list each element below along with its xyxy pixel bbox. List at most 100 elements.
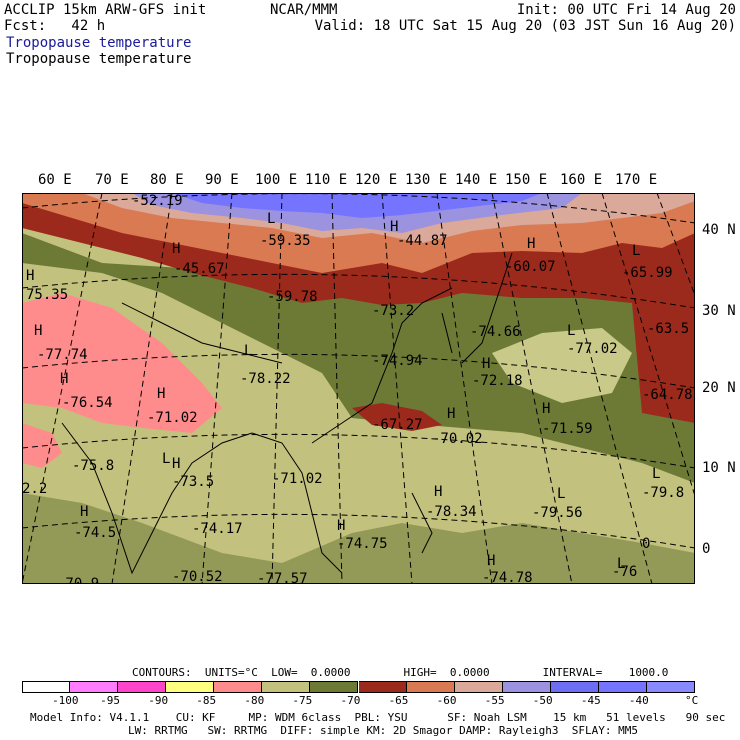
graticule-80e — [111, 193, 173, 584]
graticule-160e — [601, 193, 695, 498]
extremum-label: H — [60, 371, 68, 387]
extremum-label: -74.94 — [372, 353, 423, 369]
color-scale-tick: -95 — [100, 694, 121, 707]
graticule-0 — [22, 513, 695, 549]
extremum-label: -74.17 — [192, 521, 243, 537]
extremum-label: -70.02 — [432, 431, 483, 447]
graticule-100e — [271, 193, 283, 584]
model-info-line1: Model Info: V4.1.1 CU: KF MP: WDM 6class… — [30, 711, 726, 724]
red-patch-right — [352, 403, 442, 431]
extremum-label: -73.2 — [372, 303, 414, 319]
color-scale-tick: °C — [685, 694, 699, 707]
extremum-label: H — [542, 401, 550, 417]
extremum-label: -77.57 — [257, 571, 308, 584]
graticule-90e — [201, 193, 233, 584]
pink-region-west — [22, 293, 222, 433]
extremum-label: L — [557, 486, 565, 502]
extremum-label: H — [157, 386, 165, 402]
extremum-label: -67.27 — [372, 417, 423, 433]
lon-label: 90 E — [205, 172, 239, 188]
color-scale-tick: -75 — [292, 694, 313, 707]
color-scale-tick: -80 — [244, 694, 265, 707]
center-label: NCAR/MMM — [270, 2, 338, 18]
extremum-label: -59.78 — [267, 289, 318, 305]
lon-label: 150 E — [505, 172, 548, 188]
lon-label: 100 E — [255, 172, 298, 188]
lon-label: 70 E — [95, 172, 129, 188]
coastline-indochina — [251, 432, 343, 574]
map-frame — [22, 193, 695, 584]
extrema-labels: -52.19L-59.35H-44.87H-45.67-59.78H-60.07… — [22, 193, 693, 584]
color-scale-swatch — [502, 681, 551, 693]
color-scale-swatch — [406, 681, 455, 693]
extremum-label: H — [80, 504, 88, 520]
extremum-label: -63.5 — [647, 321, 689, 337]
color-scale-swatch — [310, 681, 359, 693]
extremum-label: -60.07 — [505, 259, 556, 275]
blue-region — [172, 193, 542, 218]
extremum-label: -72.18 — [472, 373, 523, 389]
color-scale-tick: -50 — [532, 694, 553, 707]
extremum-label: H — [337, 518, 345, 534]
color-scale-tick: -100 — [52, 694, 79, 707]
extremum-label: H — [26, 268, 34, 284]
color-scale-tick: -85 — [196, 694, 217, 707]
extremum-label: -79.8 — [642, 485, 684, 501]
color-scale-swatch — [22, 681, 71, 693]
color-scale-swatch — [118, 681, 167, 693]
coastline-japan — [461, 252, 513, 364]
color-scale-tick: -60 — [436, 694, 457, 707]
color-scale-tick: -70 — [340, 694, 361, 707]
color-scale-bar — [22, 681, 695, 693]
graticule-70e — [22, 193, 103, 584]
color-scale-swatch — [646, 681, 695, 693]
lon-label: 160 E — [560, 172, 603, 188]
color-scale-tick: -55 — [484, 694, 505, 707]
init-time: Init: 00 UTC Fri 14 Aug 20 — [516, 2, 736, 18]
extremum-label: -75.8 — [72, 458, 114, 474]
graticule-20n — [22, 353, 695, 389]
model-title: ACCLIP 15km ARW-GFS init — [4, 2, 207, 18]
border-himalaya — [121, 302, 283, 364]
graticule-150e — [546, 193, 653, 584]
field-title: Tropopause temperature — [6, 51, 192, 67]
extremum-label: -73.5 — [172, 474, 214, 490]
extremum-label: -70.9 — [57, 576, 99, 584]
extremum-label: -77.02 — [567, 341, 618, 357]
extremum-label: -76.54 — [62, 395, 113, 411]
extremum-label: H — [390, 219, 398, 235]
color-scale-swatch — [70, 681, 119, 693]
extremum-label: L — [567, 323, 575, 339]
extremum-label: -74.75 — [337, 536, 388, 552]
extremum-label: L — [617, 556, 625, 572]
graticule-30n — [22, 273, 695, 309]
lon-label: 130 E — [405, 172, 448, 188]
graticule-140e — [491, 193, 573, 584]
lat-label: 10 N — [702, 460, 736, 476]
valid-time: Valid: 18 UTC Sat 15 Aug 20 (03 JST Sun … — [314, 18, 736, 34]
color-scale-swatch — [214, 681, 263, 693]
lon-label: 80 E — [150, 172, 184, 188]
color-scale-swatch — [262, 681, 311, 693]
coastline-india — [61, 422, 253, 575]
lon-label: 140 E — [455, 172, 498, 188]
extremum-label: -52.19 — [132, 193, 183, 209]
field-title-colored: Tropopause temperature — [6, 35, 192, 51]
extremum-label: -44.87 — [397, 233, 448, 249]
graticule-120e — [381, 193, 413, 584]
extremum-label: H — [487, 553, 495, 569]
graticule-110e — [331, 193, 343, 584]
color-scale-swatch — [454, 681, 503, 693]
extremum-label: 75.35 — [26, 287, 68, 303]
contours-info: CONTOURS: UNITS=°C LOW= 0.0000 HIGH= 0.0… — [132, 666, 669, 679]
extremum-label: -77.74 — [37, 347, 88, 363]
extremum-label: -74.5 — [74, 525, 116, 541]
olive-band-south — [22, 493, 695, 584]
graticule-10n — [22, 433, 695, 469]
forecast-hour: Fcst: 42 h — [4, 18, 106, 34]
extremum-label: -45.67 — [174, 261, 225, 277]
color-scale-swatch — [166, 681, 215, 693]
extremum-label: H — [172, 241, 180, 257]
lat-label: 30 N — [702, 303, 736, 319]
coastline-korea — [441, 312, 453, 354]
